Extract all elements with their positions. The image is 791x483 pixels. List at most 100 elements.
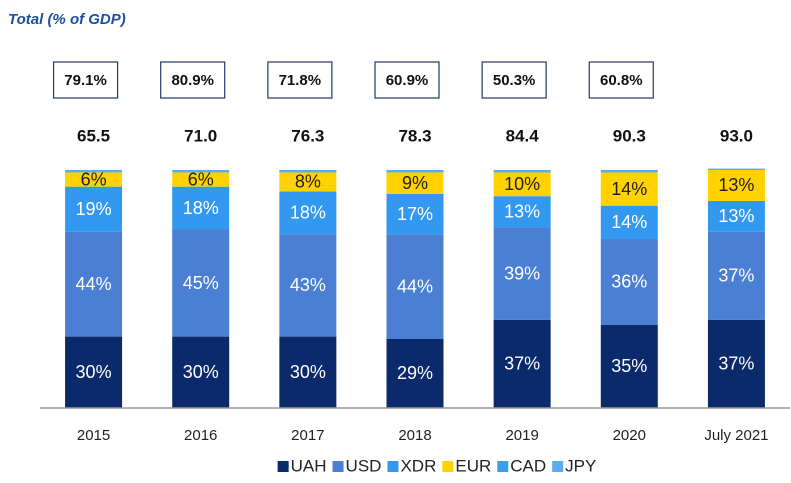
data-label: 37% (504, 354, 540, 374)
bar-segment (707, 170, 765, 201)
gdp-share-label: 60.8% (600, 72, 643, 89)
gdp-share-box (374, 61, 440, 99)
total-label: 84.4 (506, 126, 540, 145)
bar-segment (493, 319, 551, 408)
bar-segment (493, 172, 551, 197)
total-label: 76.3 (291, 126, 324, 145)
data-label: 30% (76, 362, 112, 382)
data-label: 35% (611, 356, 647, 376)
data-label: 14% (611, 179, 647, 199)
bar-segment (172, 336, 230, 408)
bar-segment (493, 170, 551, 172)
bar-segment (600, 171, 658, 173)
total-label: 93.0 (720, 126, 753, 145)
bar-segment (600, 239, 658, 325)
gdp-share-box (52, 61, 119, 99)
legend-swatch (442, 461, 454, 472)
data-label: 44% (76, 274, 112, 294)
gdp-share-label: 60.9% (386, 72, 429, 89)
bar-segment (600, 205, 658, 240)
x-tick-label: 2017 (291, 427, 324, 444)
data-label: 18% (183, 198, 219, 218)
bar-segment (65, 186, 123, 232)
legend-label: JPY (565, 456, 596, 475)
data-label: 9% (402, 173, 428, 193)
bar-segment (279, 172, 337, 192)
legend-label: XDR (400, 456, 436, 475)
bar-segment (600, 324, 658, 408)
total-label: 90.3 (613, 126, 646, 145)
bar-segment (279, 234, 337, 337)
bar-segment (707, 169, 765, 170)
bar-segment (493, 196, 551, 228)
bar-segment (707, 231, 765, 320)
data-label: 14% (611, 212, 647, 232)
bar-segment (493, 227, 551, 320)
data-label: 37% (718, 266, 754, 286)
chart-title: Total (% of GDP) (8, 11, 126, 28)
data-label: 29% (397, 363, 433, 383)
gdp-share-box (588, 61, 654, 99)
data-label: 6% (188, 169, 214, 189)
bar-segment (600, 172, 658, 206)
data-label: 45% (183, 273, 219, 293)
bar-segment (172, 229, 230, 337)
legend-swatch (552, 461, 564, 472)
bar-segment (386, 172, 444, 194)
x-tick-label: 2015 (77, 427, 110, 444)
x-tick-label: 2019 (505, 427, 538, 444)
legend-label: EUR (455, 456, 491, 475)
total-label: 71.0 (184, 126, 217, 145)
data-label: 6% (81, 169, 107, 189)
data-label: 30% (290, 362, 326, 382)
bar-segment (65, 172, 123, 187)
legend-swatch (277, 461, 289, 472)
bar-segment (65, 336, 123, 408)
x-tick-label: 2020 (613, 427, 646, 444)
bar-segment (279, 171, 337, 173)
bar-segment (707, 319, 765, 408)
gdp-share-label: 80.9% (171, 72, 214, 89)
bar-segment (386, 170, 444, 172)
data-label: 13% (718, 206, 754, 226)
data-label: 39% (504, 263, 540, 283)
bar-segment (386, 193, 444, 235)
bar-segment (172, 170, 230, 172)
bar-segment (707, 168, 765, 170)
gdp-share-box (481, 61, 547, 99)
legend-swatch (497, 461, 509, 472)
gdp-share-label: 50.3% (493, 72, 536, 89)
data-label: 37% (718, 354, 754, 374)
data-label: 36% (611, 272, 647, 292)
x-tick-label: July 2021 (704, 427, 768, 444)
bar-segment (279, 170, 337, 172)
gdp-share-box (267, 61, 333, 99)
bar-segment (279, 336, 337, 408)
data-label: 13% (504, 201, 540, 221)
bar-segment (386, 171, 444, 173)
bar-segment (65, 231, 123, 337)
data-label: 8% (295, 172, 321, 192)
bar-segment (386, 234, 444, 339)
gdp-share-label: 71.8% (279, 72, 322, 89)
data-label: 44% (397, 276, 433, 296)
data-label: 30% (183, 362, 219, 382)
gdp-share-box (160, 61, 226, 99)
x-tick-label: 2018 (398, 427, 431, 444)
bar-segment (493, 171, 551, 173)
total-label: 65.5 (77, 126, 110, 145)
gdp-share-label: 79.1% (64, 72, 107, 89)
bar-segment (386, 338, 444, 408)
bar-segment (172, 172, 230, 187)
data-label: 19% (76, 199, 112, 219)
total-label: 78.3 (398, 126, 431, 145)
data-label: 13% (718, 175, 754, 195)
data-label: 10% (504, 174, 540, 194)
bar-segment (172, 171, 230, 173)
bar-segment (600, 170, 658, 172)
bar-segment (172, 186, 230, 230)
data-label: 18% (290, 203, 326, 223)
legend-label: USD (346, 456, 382, 475)
bar-segment (65, 170, 123, 172)
